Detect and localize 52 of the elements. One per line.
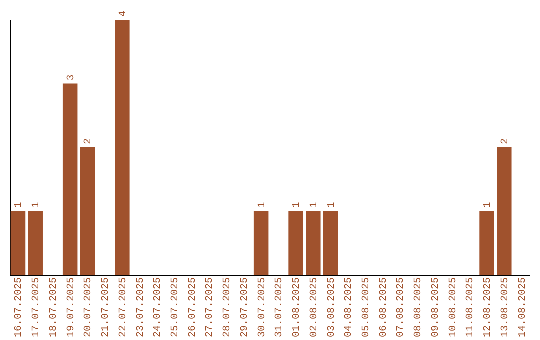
data-label: 3	[66, 74, 78, 81]
data-label: 1	[32, 202, 43, 208]
x-tick-label: 19.07.2025	[66, 278, 78, 338]
bar	[480, 211, 494, 275]
data-label: 1	[292, 202, 304, 208]
x-tick-label: 23.07.2025	[136, 278, 147, 338]
x-tick-label: 04.08.2025	[344, 278, 356, 338]
x-tick-label: 22.07.2025	[118, 278, 130, 338]
bar	[80, 148, 96, 275]
x-tick-label: 09.08.2025	[430, 278, 442, 338]
data-label: 2	[84, 138, 95, 144]
x-tick-label: 03.08.2025	[326, 278, 338, 338]
bar	[10, 211, 26, 275]
x-tick-label: 01.08.2025	[292, 278, 304, 338]
x-tick-label: 29.07.2025	[240, 278, 251, 338]
data-label: 1	[326, 202, 338, 208]
bar	[323, 211, 338, 275]
x-tick-label: 06.08.2025	[378, 278, 390, 338]
x-tick-label: 31.07.2025	[274, 278, 286, 338]
bar	[115, 20, 130, 275]
x-tick-label: 16.07.2025	[14, 278, 26, 338]
x-tick-label: 10.08.2025	[448, 278, 460, 338]
bar	[497, 148, 512, 275]
x-tick-label: 24.07.2025	[153, 278, 164, 338]
data-label: 1	[483, 202, 494, 208]
bar	[306, 211, 321, 275]
x-tick-label: 28.07.2025	[222, 278, 234, 338]
x-tick-label: 25.07.2025	[170, 278, 182, 338]
data-label: 1	[309, 202, 320, 208]
x-tick-label: 13.08.2025	[500, 278, 512, 338]
data-label: 1	[257, 202, 268, 208]
data-label: 4	[118, 10, 130, 17]
x-tick-label: 17.07.2025	[32, 278, 43, 338]
x-tick-label: 08.08.2025	[414, 278, 425, 338]
x-tick-label: 07.08.2025	[396, 278, 408, 338]
x-tick-label: 27.07.2025	[205, 278, 216, 338]
bar	[288, 211, 304, 275]
x-tick-label: 18.07.2025	[48, 278, 60, 338]
x-tick-label: 12.08.2025	[483, 278, 494, 338]
data-label: 1	[14, 202, 26, 208]
x-tick-label: 26.07.2025	[188, 278, 199, 338]
bar	[62, 84, 78, 275]
bar	[28, 211, 43, 275]
x-tick-label: 21.07.2025	[101, 278, 112, 338]
x-tick-label: 11.08.2025	[466, 278, 477, 338]
x-tick-label: 20.07.2025	[84, 278, 95, 338]
x-tick-label: 30.07.2025	[257, 278, 268, 338]
bar	[254, 211, 269, 275]
x-tick-label: 05.08.2025	[361, 278, 372, 338]
data-label: 2	[500, 138, 512, 144]
x-tick-label: 02.08.2025	[309, 278, 320, 338]
x-tick-label: 14.08.2025	[518, 278, 529, 338]
